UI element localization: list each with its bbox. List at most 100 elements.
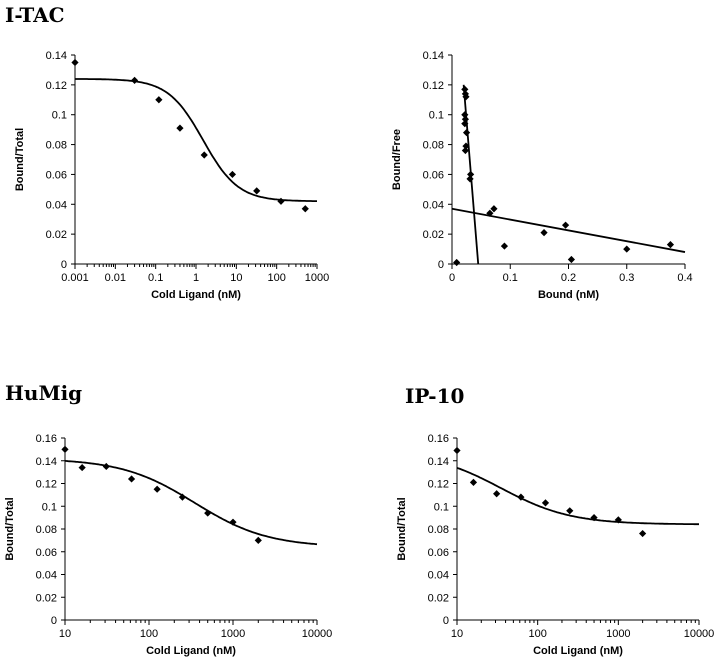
chart-title: HuMig xyxy=(5,381,82,405)
x-tick-label: 0.2 xyxy=(561,272,576,284)
y-tick-label: 0.06 xyxy=(423,169,444,181)
y-tick-label: 0.04 xyxy=(36,570,57,582)
data-point xyxy=(155,96,163,104)
y-tick-label: 0.1 xyxy=(42,501,57,513)
y-axis-label: Bound/Total xyxy=(396,497,408,560)
chart-ip10-competition: IP-10 0 0.02 0.04 0.06 0.08 0.1 0.12 0.14 0.16 10 1… xyxy=(396,384,714,657)
y-tick-label: 0.14 xyxy=(46,50,67,62)
data-point xyxy=(461,111,469,119)
chart-humig-competition: HuMig 0 0.02 0.04 0.06 0.08 0.1 0.12 0.14 0.16 10 1… xyxy=(4,381,332,657)
data-point xyxy=(462,129,471,137)
data-point xyxy=(229,518,237,526)
y-tick-label: 0 xyxy=(438,259,444,271)
y-tick-label: 0.08 xyxy=(423,140,444,152)
data-point xyxy=(462,93,470,101)
data-point xyxy=(490,205,498,213)
y-tick-label: 0.1 xyxy=(429,110,444,122)
y-axis-label: Bound/Total xyxy=(4,497,16,560)
y-tick-label: 0.06 xyxy=(46,169,67,181)
y-tick-label: 0.14 xyxy=(428,456,449,468)
data-point xyxy=(486,209,494,217)
x-axis-label: Cold Ligand (nM) xyxy=(151,289,241,301)
y-tick-label: 0.08 xyxy=(428,524,449,536)
fit-curve xyxy=(75,78,317,202)
data-point xyxy=(254,536,262,544)
y-tick-label: 0 xyxy=(61,259,67,271)
x-tick-label: 10000 xyxy=(302,628,333,640)
y-tick-label: 0.06 xyxy=(428,547,449,559)
data-point xyxy=(590,514,598,522)
x-axis-label: Cold Ligand (nM) xyxy=(533,645,623,657)
x-tick-label: 10 xyxy=(451,628,463,640)
x-tick-label: 0.1 xyxy=(148,272,163,284)
data-point xyxy=(127,475,136,483)
y-tick-label: 0 xyxy=(443,615,449,627)
data-point xyxy=(467,170,475,179)
fit-curve xyxy=(456,466,699,526)
data-point xyxy=(623,245,631,253)
y-tick-label: 0.12 xyxy=(36,479,57,491)
chart-itac-scatchard: 0 0.02 0.04 0.06 0.08 0.1 0.12 0.14 0 0.1 0.2 0.3 0.… xyxy=(391,50,693,301)
y-tick-label: 0 xyxy=(51,615,57,627)
x-axis-label: Bound (nM) xyxy=(538,289,599,301)
data-point xyxy=(493,490,501,498)
data-point xyxy=(301,205,309,213)
y-tick-label: 0.12 xyxy=(428,479,449,491)
data-point xyxy=(469,478,478,486)
y-tick-label: 0.06 xyxy=(36,547,57,559)
y-tick-label: 0.08 xyxy=(36,524,57,536)
x-tick-label: 0.001 xyxy=(61,272,89,284)
data-point xyxy=(614,516,622,524)
data-point xyxy=(78,463,86,472)
y-tick-label: 0.16 xyxy=(36,433,57,445)
x-tick-label: 0.01 xyxy=(105,272,126,284)
y-tick-label: 0.12 xyxy=(423,80,444,92)
y-tick-label: 0.02 xyxy=(46,229,67,241)
x-tick-label: 0.1 xyxy=(503,272,518,284)
chart-title: IP-10 xyxy=(405,384,464,408)
fit-curve xyxy=(64,460,318,546)
x-tick-label: 0.4 xyxy=(677,272,692,284)
data-point xyxy=(566,507,574,515)
data-point xyxy=(228,170,237,179)
y-tick-label: 0.08 xyxy=(46,140,67,152)
data-point xyxy=(200,151,208,159)
data-point xyxy=(153,485,161,493)
data-point xyxy=(253,187,261,195)
y-tick-label: 0.02 xyxy=(428,592,449,604)
x-tick-label: 10000 xyxy=(684,628,715,640)
data-point xyxy=(462,142,470,150)
data-point xyxy=(500,242,509,250)
y-axis-label: Bound/Total xyxy=(14,128,26,191)
y-tick-label: 0.14 xyxy=(423,50,444,62)
fit-line xyxy=(451,207,686,253)
y-tick-label: 0.16 xyxy=(428,433,449,445)
x-tick-label: 1000 xyxy=(606,628,630,640)
data-point xyxy=(540,229,548,237)
y-tick-label: 0.12 xyxy=(46,80,67,92)
y-axis-label: Bound/Free xyxy=(391,129,403,190)
x-tick-label: 1000 xyxy=(305,272,329,284)
data-point xyxy=(541,499,550,507)
y-tick-label: 0.04 xyxy=(428,570,449,582)
data-point xyxy=(461,120,469,128)
y-tick-label: 0.02 xyxy=(36,592,57,604)
y-tick-label: 0.04 xyxy=(46,199,67,211)
data-point xyxy=(466,175,474,183)
data-point xyxy=(666,240,675,249)
data-point xyxy=(461,85,469,93)
x-tick-label: 0.3 xyxy=(619,272,634,284)
data-point xyxy=(130,76,139,84)
x-tick-label: 1 xyxy=(193,272,199,284)
data-point xyxy=(61,445,69,453)
y-tick-label: 0.04 xyxy=(423,199,444,211)
x-tick-label: 1000 xyxy=(221,628,245,640)
y-tick-label: 0.1 xyxy=(434,501,449,513)
data-point xyxy=(461,146,469,155)
x-tick-label: 0 xyxy=(449,272,455,284)
y-tick-label: 0.14 xyxy=(36,456,57,468)
x-tick-label: 100 xyxy=(140,628,158,640)
data-point xyxy=(102,462,110,471)
y-tick-label: 0.02 xyxy=(423,229,444,241)
